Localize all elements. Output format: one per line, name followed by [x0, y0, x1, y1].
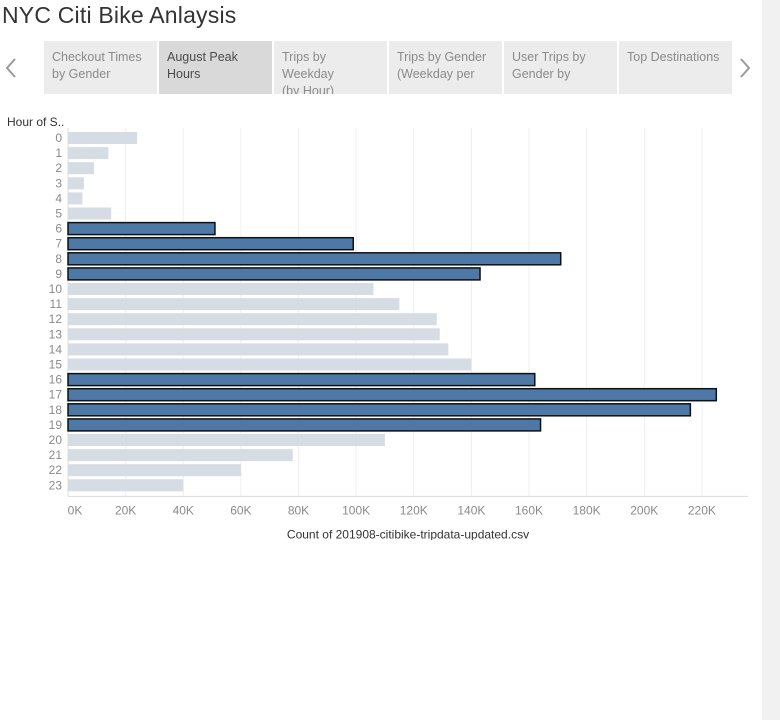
tab-top-destinations[interactable]: Top Destinations [619, 41, 732, 94]
chart-area: Hour of S.. 0 1 2 3 4 5 6 7 8 9 10 11 12 13 14 15 16 17 18… [0, 110, 762, 541]
bar-hour-7[interactable] [67, 236, 355, 251]
y-tick-label: 10 [49, 282, 63, 296]
x-tick-label: 100K [342, 503, 370, 517]
bar-hour-8[interactable] [67, 252, 562, 266]
bar-hour-2[interactable] [68, 162, 94, 175]
y-tick-label: 18 [49, 403, 63, 417]
bars [67, 132, 718, 492]
tab-label-line2: Hours [167, 67, 201, 81]
y-tick-label: 8 [55, 252, 62, 266]
bar-hour-14[interactable] [68, 343, 449, 356]
page-title: NYC Citi Bike Anlaysis [2, 2, 237, 28]
y-tick-label: 6 [55, 222, 62, 236]
x-axis-title: Count of 201908-citibike-tripdata-update… [287, 527, 529, 540]
y-tick-label: 15 [49, 358, 63, 372]
y-tick-label: 12 [49, 312, 63, 326]
x-tick-label: 140K [457, 503, 485, 517]
y-tick-label: 19 [49, 418, 63, 432]
bar-hour-0[interactable] [68, 132, 138, 144]
tab-label-line2: (Weekday per [397, 67, 475, 81]
y-tick-label: 22 [49, 463, 63, 477]
tab-label-line2: (by Hour) [282, 84, 335, 94]
y-axis-title: Hour of S.. [7, 115, 64, 129]
y-tick-label: 1 [55, 146, 62, 160]
y-tick-label: 4 [55, 191, 62, 205]
x-tick-label: 20K [115, 503, 136, 517]
y-tick-label: 9 [55, 267, 62, 281]
bar-hour-22[interactable] [68, 464, 241, 477]
bar-hour-12[interactable] [68, 313, 437, 326]
tab-label-line1: Trips by Gender [397, 50, 487, 64]
tab-label-line1: User Trips by [512, 50, 586, 64]
bar-hour-11[interactable] [68, 298, 400, 311]
bar-hour-9[interactable] [67, 267, 481, 281]
prev-button[interactable] [0, 41, 22, 94]
x-tick-label: 200K [630, 503, 658, 517]
y-tick-label: 21 [49, 448, 63, 462]
y-tick-label: 3 [55, 176, 62, 190]
bar-hour-10[interactable] [68, 283, 374, 295]
tab-trips-by-gender[interactable]: Trips by Gender (Weekday per [389, 41, 502, 94]
x-tick-label: 60K [230, 503, 251, 517]
bar-hour-13[interactable] [68, 328, 440, 341]
x-tick-labels: 0K 20K 40K 60K 80K 100K 120K 140K 160K 180K 200K 22… [68, 503, 716, 517]
tab-label-line2: by Gender [52, 67, 111, 81]
tab-label-line1: Checkout Times [52, 50, 142, 64]
tab-label-line1: Trips by Weekday [282, 50, 334, 81]
x-tick-label: 80K [288, 503, 309, 517]
tab-trips-by-weekday[interactable]: Trips by Weekday (by Hour) [274, 41, 387, 94]
x-tick-label: 180K [573, 503, 601, 517]
bar-hour-15[interactable] [68, 358, 472, 371]
story-navigator: Checkout Times by Gender August Peak Hou… [0, 41, 762, 94]
y-tick-label: 0 [55, 131, 62, 145]
y-tick-label: 2 [55, 161, 62, 175]
bar-hour-3[interactable] [68, 177, 84, 190]
y-tick-label: 17 [49, 388, 63, 402]
bar-hour-17[interactable] [67, 387, 718, 402]
bar-hour-1[interactable] [68, 147, 109, 160]
bar-hour-16[interactable] [67, 372, 536, 387]
bar-hour-5[interactable] [68, 207, 112, 220]
x-tick-label: 160K [515, 503, 543, 517]
x-tick-label: 0K [68, 503, 83, 517]
tab-label-line1: Top Destinations [627, 50, 720, 64]
chevron-left-icon [5, 57, 16, 78]
y-tick-label: 14 [49, 342, 63, 356]
bar-hour-6[interactable] [67, 221, 216, 236]
bar-chart: Hour of S.. 0123456789101112131415161718… [7, 115, 748, 541]
bar-hour-23[interactable] [68, 479, 184, 492]
story-tabs: Checkout Times by Gender August Peak Hou… [44, 41, 734, 94]
x-tick-label: 220K [688, 503, 716, 517]
y-tick-label: 13 [49, 327, 63, 341]
y-tick-label: 5 [55, 207, 62, 221]
y-tick-label: 16 [49, 373, 63, 387]
tab-user-trips-by-gender[interactable]: User Trips by Gender by [504, 41, 617, 94]
x-tick-label: 120K [400, 503, 428, 517]
grid-lines [67, 128, 703, 497]
next-button[interactable] [734, 41, 756, 94]
bar-hour-20[interactable] [68, 434, 385, 446]
y-tick-label: 23 [49, 478, 63, 492]
tab-label-line2: Gender by [512, 67, 571, 81]
y-tick-label: 11 [50, 297, 63, 311]
bar-hour-19[interactable] [67, 418, 542, 432]
chevron-right-icon [740, 57, 751, 78]
tab-label-line1: August Peak [167, 50, 238, 64]
bar-hour-4[interactable] [68, 192, 83, 205]
tab-checkout-times[interactable]: Checkout Times by Gender [44, 41, 157, 94]
x-tick-label: 40K [173, 503, 194, 517]
y-tick-label: 7 [55, 237, 62, 251]
tab-august-peak-hours[interactable]: August Peak Hours [159, 41, 272, 94]
right-gutter [762, 0, 780, 720]
bar-hour-18[interactable] [67, 403, 692, 417]
y-tick-label: 20 [49, 433, 63, 447]
bar-hour-21[interactable] [68, 449, 293, 462]
